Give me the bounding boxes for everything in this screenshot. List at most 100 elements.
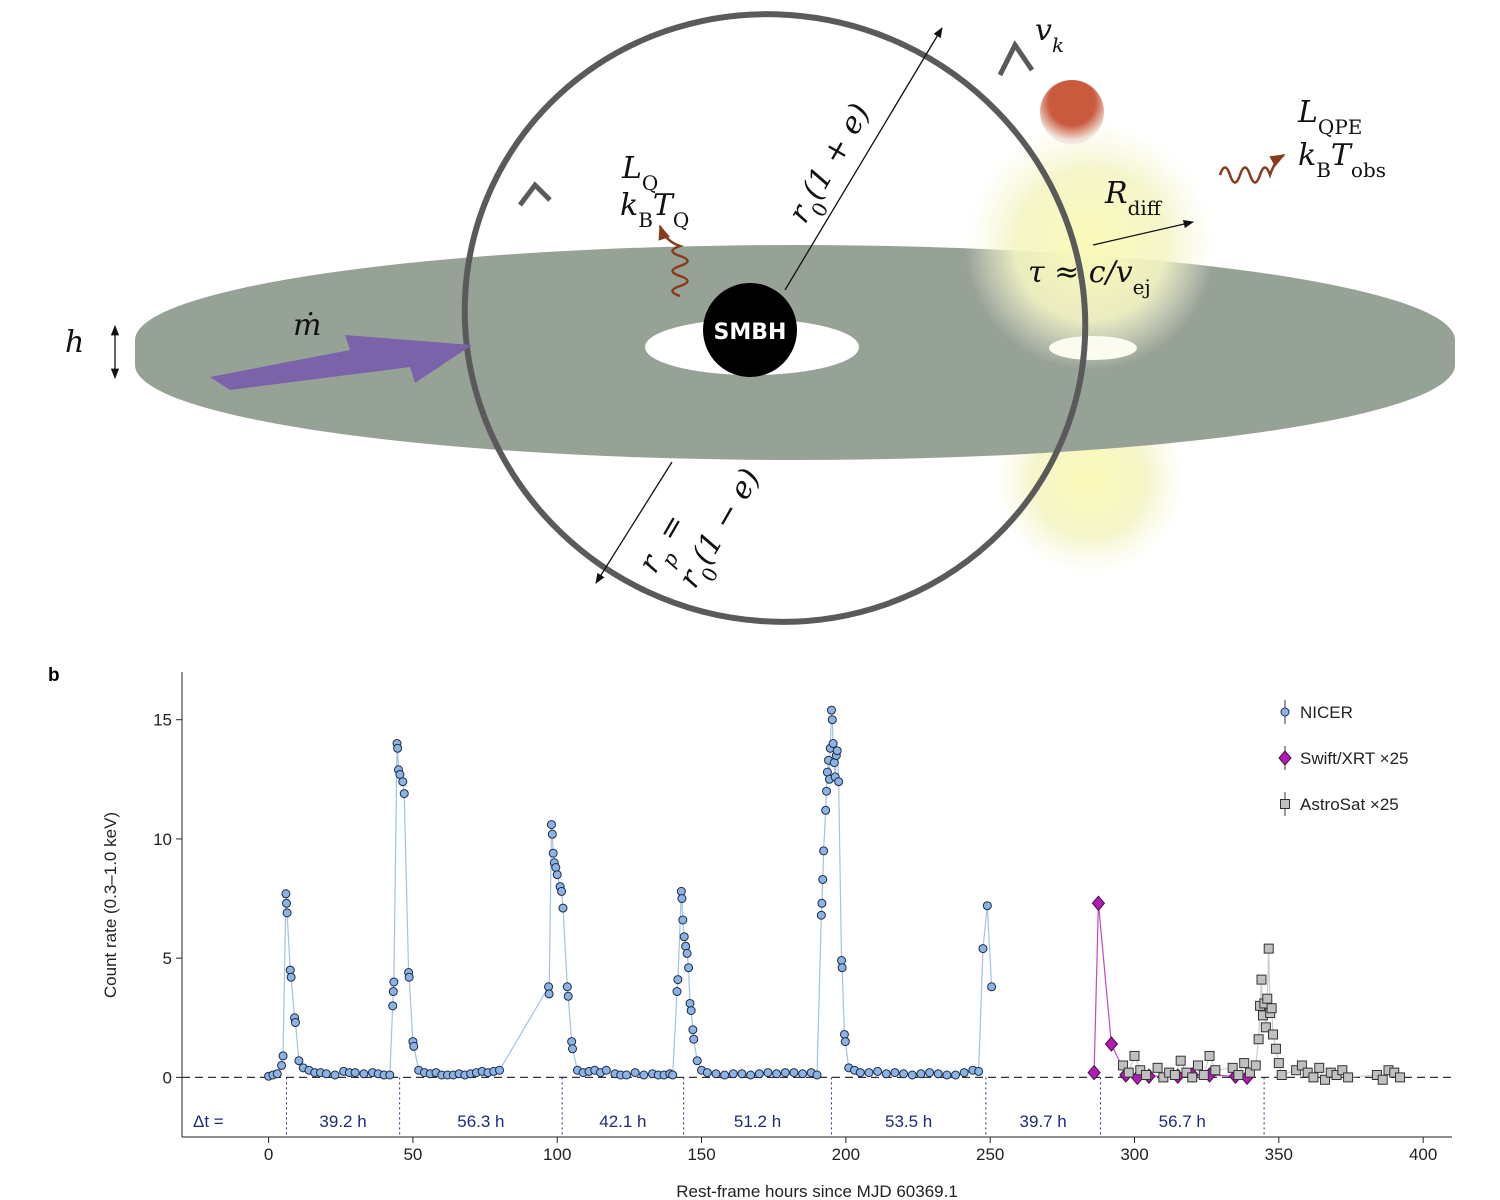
data-point <box>1268 1029 1279 1040</box>
data-point <box>321 1069 331 1079</box>
data-point <box>668 1070 678 1080</box>
data-point <box>563 991 573 1001</box>
data-point <box>1256 974 1267 985</box>
data-point <box>890 1068 900 1078</box>
data-point <box>330 1070 340 1080</box>
label-part: = <box>645 508 693 556</box>
label-part: (1 − e) <box>685 463 768 571</box>
data-point <box>837 963 847 973</box>
data-point <box>678 915 688 925</box>
data-point <box>978 944 988 954</box>
data-point <box>544 989 554 999</box>
disk-puncture <box>1049 336 1137 360</box>
data-point <box>622 1070 631 1080</box>
label-part: L <box>1297 95 1318 130</box>
label-part: h <box>65 325 84 360</box>
data-point <box>942 1070 952 1080</box>
diagram-label: Rdiff <box>1104 176 1163 220</box>
data-point <box>1266 1003 1277 1014</box>
orbit-arrow <box>997 40 1035 77</box>
data-point <box>601 1065 611 1075</box>
data-point <box>277 1060 287 1070</box>
data-point <box>1270 1043 1281 1054</box>
data-point <box>639 1070 649 1080</box>
data-point <box>546 820 556 830</box>
diagram-label: LQ <box>621 151 658 195</box>
data-point <box>819 846 829 856</box>
data-point <box>1152 1062 1163 1073</box>
pericenter-arrow <box>595 461 673 584</box>
data-point <box>816 910 826 920</box>
data-point <box>951 1070 961 1080</box>
data-point <box>562 982 572 992</box>
interval-label: 56.7 h <box>1159 1112 1206 1131</box>
data-point <box>388 1001 398 1011</box>
interval-label: 39.2 h <box>319 1112 366 1131</box>
subscript: QPE <box>1318 115 1362 139</box>
data-point <box>855 1068 865 1078</box>
series-line <box>1093 903 1248 1078</box>
interval-label: 56.3 h <box>457 1112 504 1131</box>
data-point <box>834 777 844 787</box>
diagram-label: h <box>65 325 84 360</box>
data-point <box>388 987 398 997</box>
x-tick-label: 100 <box>543 1145 571 1164</box>
data-point <box>278 1051 288 1061</box>
data-point <box>681 941 691 951</box>
data-point <box>1193 1060 1203 1071</box>
data-point <box>702 1068 712 1078</box>
data-point <box>728 1069 738 1079</box>
data-point <box>558 903 568 913</box>
data-point <box>688 1025 698 1035</box>
data-point <box>682 948 692 958</box>
data-point <box>1187 1072 1198 1083</box>
data-point <box>404 972 414 982</box>
data-point <box>286 972 296 982</box>
label-part: T <box>1331 138 1353 173</box>
data-point <box>673 975 683 985</box>
interval-label: 42.1 h <box>599 1112 646 1131</box>
data-point <box>818 874 828 884</box>
label-part: k <box>1298 138 1316 173</box>
label-part: ṁ <box>293 308 321 343</box>
data-point <box>1198 1070 1209 1080</box>
subscript: Q <box>642 171 658 195</box>
label-part: L <box>621 151 642 186</box>
data-point <box>1141 1070 1152 1080</box>
data-point <box>828 739 838 749</box>
x-tick-label: 150 <box>687 1145 715 1164</box>
subscript: ej <box>1133 275 1151 299</box>
data-point <box>282 908 292 918</box>
data-point <box>1233 1070 1244 1080</box>
data-point <box>1129 1050 1140 1061</box>
inflow-arrow <box>210 335 472 390</box>
data-point <box>551 863 561 873</box>
glow-upper <box>965 120 1215 370</box>
data-point <box>409 1041 419 1051</box>
data-point <box>1169 1070 1180 1080</box>
interval-label: 39.7 h <box>1020 1112 1067 1131</box>
y-tick-label: 10 <box>153 830 172 849</box>
subscript: Q <box>673 208 689 232</box>
data-point <box>548 848 558 858</box>
diagram-label: r0(1 + e) <box>782 98 886 234</box>
data-point <box>1260 1022 1271 1033</box>
data-point <box>393 743 403 753</box>
legend-marker <box>1280 707 1290 717</box>
data-point <box>385 1070 395 1080</box>
x-tick-label: 400 <box>1409 1145 1437 1164</box>
interval-label: 51.2 h <box>734 1112 781 1131</box>
data-point <box>1250 1060 1261 1071</box>
diagram: SMBH <box>110 11 1455 625</box>
data-point <box>1377 1074 1388 1085</box>
data-point <box>1239 1058 1250 1069</box>
diagram-label: kBTobs <box>1298 138 1386 182</box>
x-tick-label: 200 <box>832 1145 860 1164</box>
data-point <box>1314 1062 1325 1073</box>
data-point <box>359 1069 369 1079</box>
label-part: R <box>1104 176 1128 211</box>
smbh <box>703 283 797 377</box>
orbit-arrow <box>518 181 552 207</box>
legend-label: NICER <box>1300 703 1353 722</box>
